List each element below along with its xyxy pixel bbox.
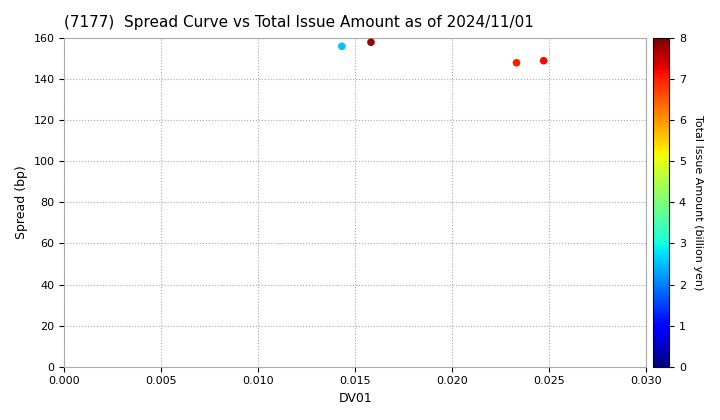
Point (538, 58, 549, 64)
Text: (7177)  Spread Curve vs Total Issue Amount as of 2024/11/01: (7177) Spread Curve vs Total Issue Amoun… (64, 15, 534, 30)
Point (510, 59, 522, 66)
Point (336, 43, 348, 50)
X-axis label: DV01: DV01 (338, 392, 372, 405)
Point (365, 39, 377, 46)
Y-axis label: Spread (bp): Spread (bp) (15, 165, 28, 239)
Y-axis label: Total Issue Amount (billion yen): Total Issue Amount (billion yen) (693, 115, 703, 290)
